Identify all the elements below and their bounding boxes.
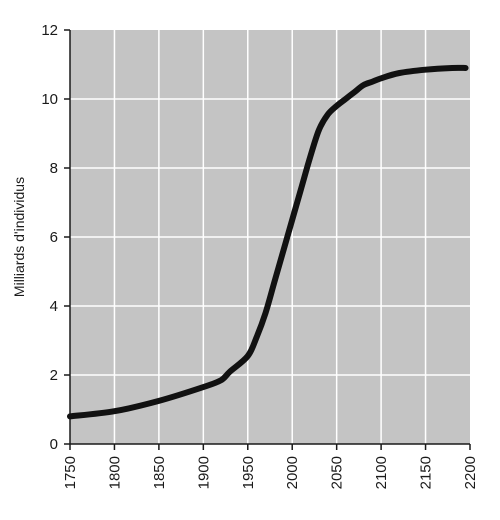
- y-tick-label-8: 8: [50, 160, 58, 177]
- x-tick-label-2100: 2100: [373, 456, 390, 489]
- y-tick-label-6: 6: [50, 229, 58, 246]
- y-tick-label-4: 4: [50, 298, 58, 315]
- y-tick-label-2: 2: [50, 367, 58, 384]
- x-tick-label-1950: 1950: [240, 456, 257, 489]
- x-tick-label-2000: 2000: [284, 456, 301, 489]
- population-line: [67, 64, 469, 420]
- y-tick-label-10: 10: [41, 91, 58, 108]
- x-tick-label-1900: 1900: [195, 456, 212, 489]
- tick-marks: [64, 29, 471, 450]
- x-tick-label-2200: 2200: [462, 456, 479, 489]
- x-tick-label-2050: 2050: [329, 456, 346, 489]
- y-tick-label-0: 0: [50, 436, 58, 453]
- y-tick-label-12: 12: [41, 22, 58, 39]
- x-tick-label-1850: 1850: [151, 456, 168, 489]
- x-tick-label-2150: 2150: [418, 456, 435, 489]
- tick-labels: 0 2 4 6 8 10 12 1750 1800 1850 1900 1950 2000 2050 210…: [41, 22, 479, 489]
- y-axis-label: Milliards d'individus: [11, 177, 27, 297]
- x-tick-label-1750: 1750: [62, 456, 79, 489]
- x-tick-label-1800: 1800: [106, 456, 123, 489]
